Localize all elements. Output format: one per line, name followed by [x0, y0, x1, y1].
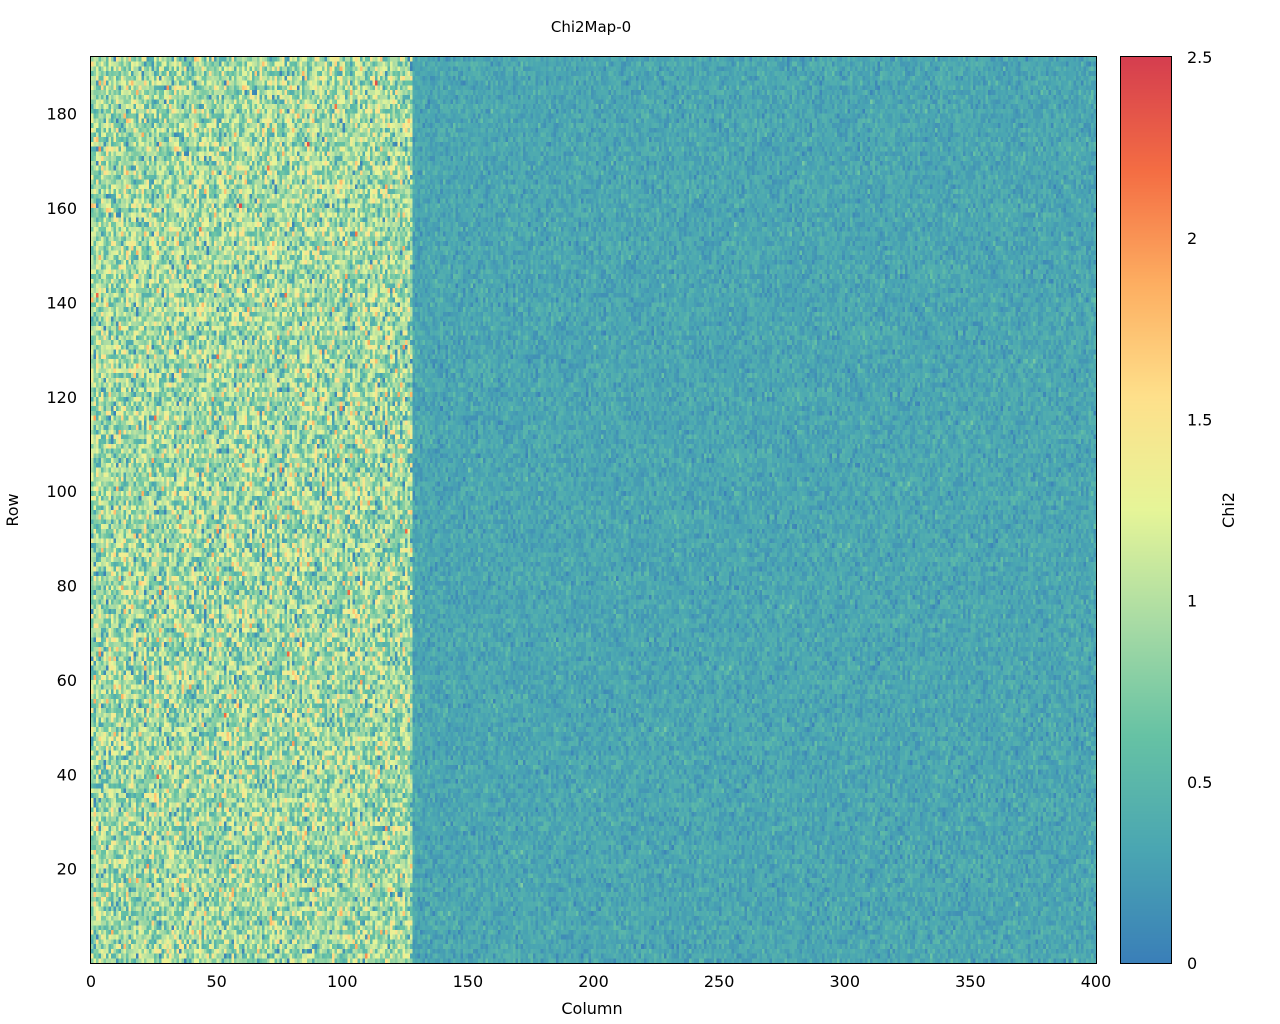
- x-tick-label: 200: [578, 972, 609, 991]
- plot-frame: [90, 56, 1097, 964]
- x-tick-label: 400: [1081, 972, 1112, 991]
- y-tick-label: 40: [57, 765, 77, 784]
- heatmap-cells: [91, 57, 1096, 963]
- colorbar-tick-label: 1.5: [1187, 410, 1212, 429]
- colorbar-ticks: 0 0.5 1 1.5 2 2.5: [1121, 48, 1212, 973]
- x-tick-label: 350: [955, 972, 986, 991]
- y-tick-label: 140: [46, 293, 77, 312]
- y-tick-label: 20: [57, 860, 77, 879]
- x-axis-label: Column: [561, 999, 622, 1018]
- x-tick-label: 300: [829, 972, 860, 991]
- y-tick-label: 100: [46, 482, 77, 501]
- x-axis-ticks: 0 50 100 150 200 250 300 350 400: [86, 57, 1111, 991]
- colorbar-gradient: [1121, 57, 1171, 963]
- x-tick-label: 50: [206, 972, 226, 991]
- y-tick-label: 180: [46, 105, 77, 124]
- y-axis-ticks: 20 40 60 80 100 120 140 160 180: [46, 105, 1096, 879]
- y-axis-label: Row: [3, 493, 22, 526]
- colorbar-tick-label: 2.5: [1187, 48, 1212, 67]
- colorbar-frame: [1120, 56, 1172, 964]
- x-tick-label: 250: [704, 972, 735, 991]
- y-tick-label: 120: [46, 388, 77, 407]
- chart-title: Chi2Map-0: [551, 18, 631, 36]
- colorbar-tick-label: 0.5: [1187, 773, 1212, 792]
- x-tick-label: 100: [327, 972, 358, 991]
- y-tick-label: 80: [57, 577, 77, 596]
- colorbar-tick-label: 0: [1187, 954, 1197, 973]
- y-tick-label: 60: [57, 671, 77, 690]
- x-tick-label: 150: [453, 972, 484, 991]
- colorbar-tick-label: 2: [1187, 229, 1197, 248]
- x-tick-label: 0: [86, 972, 96, 991]
- colorbar-label: Chi2: [1219, 492, 1238, 528]
- y-tick-label: 160: [46, 199, 77, 218]
- colorbar-tick-label: 1: [1187, 592, 1197, 611]
